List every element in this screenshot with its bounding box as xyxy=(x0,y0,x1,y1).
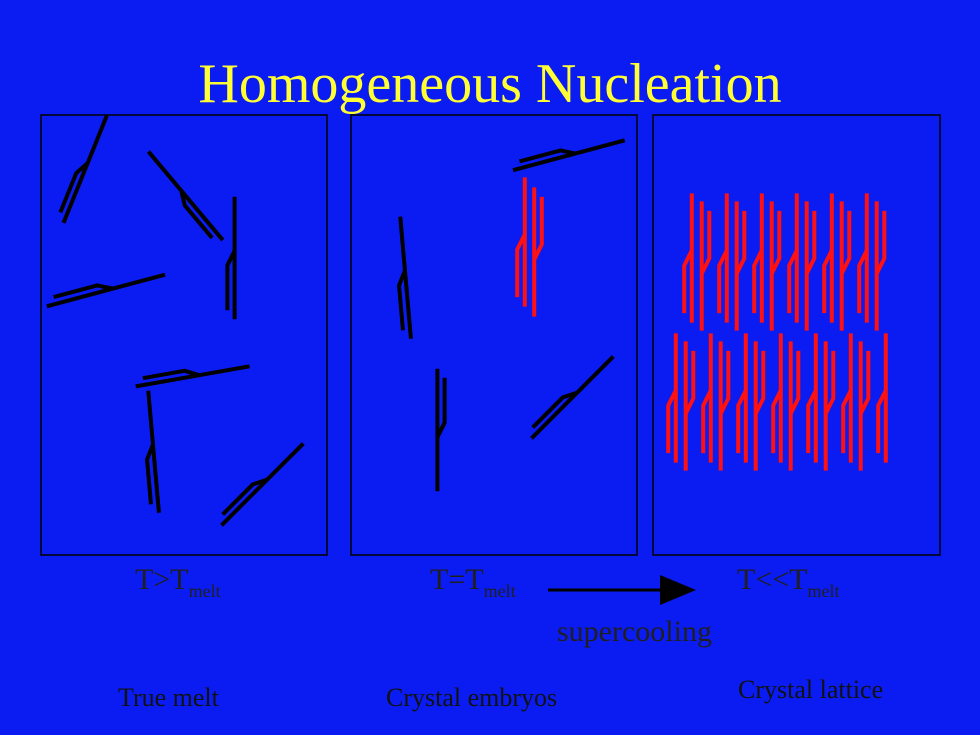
supercooling-label: supercooling xyxy=(557,615,712,648)
temp-label-above-melt: T>Tmelt xyxy=(135,563,221,601)
melt-molecule xyxy=(146,150,225,242)
lattice-molecule xyxy=(736,389,748,454)
lattice-molecule xyxy=(841,389,853,454)
lattice-molecule xyxy=(771,389,783,454)
melt-molecule xyxy=(46,272,166,309)
temp-label-below-melt: T<<Tmelt xyxy=(737,563,840,601)
melt-molecule xyxy=(512,138,626,173)
caption-crystal-lattice: Crystal lattice xyxy=(738,675,884,704)
lattice-molecule xyxy=(683,350,696,415)
lattice-molecule xyxy=(769,210,782,275)
lattice-molecule xyxy=(874,210,887,275)
melt-molecule xyxy=(531,390,578,429)
melt-molecule xyxy=(135,364,250,389)
panel-true-melt xyxy=(40,114,328,556)
lattice-molecule xyxy=(876,389,888,454)
melt-molecule xyxy=(220,442,305,527)
melt-molecule xyxy=(53,283,114,299)
lattice-molecule xyxy=(701,389,713,454)
lattice-molecule xyxy=(666,389,678,454)
melt-molecule xyxy=(518,148,576,164)
lattice-molecule xyxy=(752,249,764,314)
melt-molecule xyxy=(225,249,237,311)
melt-molecule xyxy=(221,477,268,516)
melt-molecule xyxy=(145,443,155,505)
lattice-molecule xyxy=(788,350,801,415)
lattice-molecule xyxy=(682,249,694,314)
temp-label-at-melt: T=Tmelt xyxy=(430,563,516,601)
slide-title: Homogeneous Nucleation xyxy=(198,53,782,115)
lattice-molecule xyxy=(823,350,836,415)
lattice-molecule xyxy=(806,389,818,454)
melt-molecule xyxy=(61,114,109,224)
embryo-molecule xyxy=(532,196,544,261)
melt-molecule xyxy=(397,269,407,331)
lattice-molecule xyxy=(753,350,766,415)
melt-molecule xyxy=(435,377,447,439)
panel-crystal-embryos xyxy=(350,114,638,556)
lattice-molecule xyxy=(804,210,817,275)
lattice-molecule xyxy=(857,249,869,314)
melt-molecule xyxy=(58,161,90,214)
caption-crystal-embryos: Crystal embryos xyxy=(386,683,558,712)
melt-molecule xyxy=(142,368,200,381)
melt-molecule xyxy=(146,390,161,513)
lattice-molecule xyxy=(787,249,799,314)
melt-molecule xyxy=(398,216,413,339)
lattice-molecule xyxy=(717,249,729,314)
melt-molecule xyxy=(179,190,214,240)
lattice-molecule xyxy=(699,210,712,275)
lattice-molecule xyxy=(839,210,852,275)
panel-crystal-lattice xyxy=(652,114,941,556)
caption-true-melt: True melt xyxy=(118,683,219,712)
embryo-molecule xyxy=(515,233,527,298)
lattice-molecule xyxy=(718,350,731,415)
lattice-molecule xyxy=(734,210,747,275)
melt-molecule xyxy=(530,355,615,440)
lattice-molecule xyxy=(822,249,834,314)
lattice-molecule xyxy=(858,350,871,415)
